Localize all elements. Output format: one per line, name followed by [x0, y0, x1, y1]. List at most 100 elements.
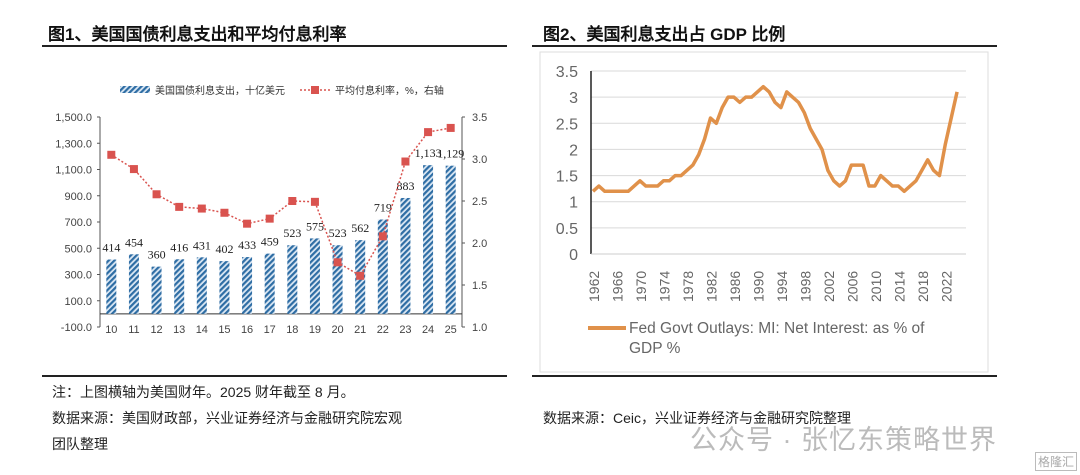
- y2-tick-label: 3.5: [472, 112, 487, 124]
- figure2-chart: 3.5 3 2.5 2 1.5 1 0.5 0 1962 1966 1970 1974 1978 1982…: [556, 64, 966, 302]
- bar-data-label: 1,129: [437, 147, 464, 161]
- x-tick-label: 2010: [868, 271, 884, 302]
- x-tick-label: 22: [377, 324, 389, 336]
- x-tick-label: 1966: [609, 271, 625, 302]
- y-tick-label: 900.0: [64, 191, 92, 203]
- figure1-source: 数据来源：美国财政部，兴业证券经济与金融研究院宏观: [52, 410, 402, 426]
- rate-marker: [129, 165, 138, 174]
- figure1-title: 图1、美国国债利息支出和平均付息利率: [48, 25, 347, 44]
- bar-data-label: 523: [283, 226, 301, 240]
- x-tick-label: 23: [399, 324, 411, 336]
- rate-marker: [310, 197, 319, 206]
- x-tick-label: 1990: [750, 271, 766, 302]
- bar-data-label: 459: [261, 235, 279, 249]
- y-tick-label: 3: [569, 90, 578, 107]
- watermark-logo: 格隆汇: [1035, 452, 1078, 471]
- x-tick-label: 10: [105, 324, 117, 336]
- y-tick-label: 500.0: [64, 243, 92, 255]
- bar-data-label: 431: [193, 238, 211, 252]
- bar: [242, 257, 253, 314]
- bar: [128, 254, 139, 314]
- x-tick-label: 24: [422, 324, 434, 336]
- x-tick-label: 14: [196, 324, 208, 336]
- y-tick-label: 3.5: [556, 64, 578, 81]
- bar: [445, 165, 456, 314]
- figure1-note: 注：上图横轴为美国财年。2025 财年截至 8 月。: [52, 384, 355, 400]
- rate-marker: [107, 150, 116, 159]
- bar-data-label: 523: [329, 226, 347, 240]
- x-tick-label: 21: [354, 324, 366, 336]
- figure1-chart: 1,500.0 1,300.0 1,100.0 900.0 700.0 500.0 300.…: [55, 84, 487, 336]
- figure1-top-rule: [42, 45, 507, 47]
- figure2-frame: [539, 51, 989, 373]
- figure1-bottom-rule: [42, 375, 507, 377]
- rate-marker: [152, 190, 161, 199]
- y-tick-label: 2.5: [556, 116, 578, 133]
- y-tick-label: 1.5: [556, 169, 578, 186]
- bar-data-label: 454: [125, 235, 143, 249]
- y-tick-label: 100.0: [64, 296, 92, 308]
- legend-bar-swatch: [120, 86, 150, 93]
- bar: [174, 259, 185, 314]
- bar: [287, 245, 298, 314]
- x-tick-label: 11: [128, 324, 139, 336]
- x-tick-label: 1986: [727, 271, 743, 302]
- rate-marker: [356, 271, 365, 280]
- bar: [219, 261, 230, 314]
- x-tick-label: 1994: [774, 271, 790, 302]
- x-tick-label: 1970: [633, 271, 649, 302]
- rate-marker: [424, 128, 433, 137]
- bar: [309, 238, 320, 314]
- x-tick-label: 1978: [680, 271, 696, 302]
- y-tick-label: 1: [569, 195, 578, 212]
- bar: [196, 257, 207, 314]
- y2-tick-label: 1.0: [472, 322, 487, 334]
- y-tick-label: 0: [569, 247, 578, 264]
- x-tick-label: 20: [331, 324, 343, 336]
- rate-marker: [288, 197, 297, 205]
- bar: [151, 266, 162, 314]
- bar: [332, 245, 343, 314]
- y-tick-label: 1,500.0: [55, 112, 92, 124]
- x-tick-label: 25: [445, 324, 457, 336]
- figure2-legend-label: Fed Govt Outlays: MI: Net Interest: as %…: [629, 320, 925, 337]
- x-tick-label: 2006: [844, 271, 860, 302]
- bar-data-label: 416: [170, 240, 188, 254]
- legend-line-marker: [311, 86, 319, 94]
- x-tick-label: 1982: [703, 271, 719, 302]
- figure2-bottom-rule: [532, 375, 997, 377]
- figure1-source-2: 团队整理: [52, 436, 108, 452]
- x-tick-label: 17: [264, 324, 276, 336]
- rate-marker: [333, 258, 342, 267]
- y-tick-label: 700.0: [64, 217, 92, 229]
- figure2-legend-label-2: GDP %: [629, 340, 681, 357]
- y-tick-label: 2: [569, 142, 578, 159]
- figure2-source: 数据来源：Ceic，兴业证券经济与金融研究院整理: [543, 410, 852, 426]
- x-tick-label: 2002: [821, 271, 837, 302]
- bar-data-label: 719: [374, 201, 392, 215]
- bar: [264, 253, 275, 314]
- rate-marker: [401, 157, 410, 166]
- rate-line: [110, 127, 451, 277]
- x-tick-label: 2022: [938, 271, 954, 302]
- x-tick-label: 15: [218, 324, 230, 336]
- bar-data-label: 402: [215, 242, 233, 256]
- bar-data-label: 414: [102, 241, 120, 255]
- bar: [423, 165, 434, 314]
- bar: [400, 197, 411, 314]
- y2-tick-label: 3.0: [472, 154, 487, 166]
- x-tick-label: 12: [150, 324, 162, 336]
- rate-marker: [243, 219, 252, 228]
- rate-marker: [220, 208, 229, 217]
- rate-marker: [446, 123, 455, 132]
- y-tick-label: 300.0: [64, 270, 92, 282]
- y-tick-label: 0.5: [556, 221, 578, 238]
- x-tick-label: 1962: [586, 271, 602, 302]
- x-tick-label: 1974: [656, 271, 672, 302]
- figure2-top-rule: [532, 45, 997, 47]
- y2-tick-label: 2.0: [472, 238, 487, 250]
- bar-data-label: 575: [306, 219, 324, 233]
- y-tick-label: -100.0: [61, 322, 92, 334]
- x-tick-label: 16: [241, 324, 253, 336]
